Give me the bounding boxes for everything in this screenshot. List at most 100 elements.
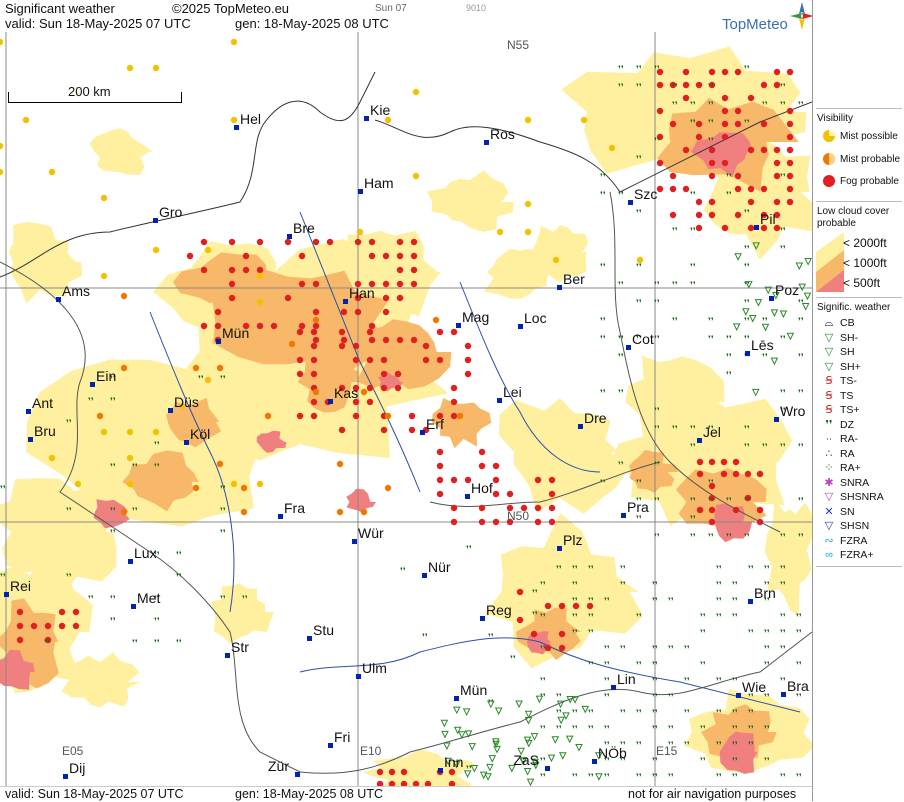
drizzle-icon: ❜❜ <box>764 645 770 655</box>
legend-wx-ts-: Ꞩ TS- <box>818 374 902 390</box>
visibility-dot-icon <box>368 322 376 330</box>
drizzle-icon: ❜❜ <box>154 617 160 627</box>
city-name: Ant <box>32 395 54 411</box>
visibility-dot-icon <box>760 185 768 193</box>
cloud-patch <box>426 170 514 232</box>
drizzle-icon: ❜❜ <box>690 191 696 201</box>
cloud-patch <box>0 649 35 690</box>
shower-icon <box>565 735 574 744</box>
grid-label-n50: N50 <box>507 509 530 523</box>
small-day: Sun 07 <box>375 3 407 14</box>
drizzle-icon: ❜❜ <box>684 741 690 751</box>
shower-icon <box>786 332 795 341</box>
drizzle-icon: ❜❜ <box>654 425 660 435</box>
city-marker-icon <box>358 189 363 194</box>
legend-mist-probable: Mist probable <box>818 152 902 168</box>
visibility-dot-icon <box>721 94 729 102</box>
compass-icon <box>790 2 814 30</box>
visibility-dot-icon <box>366 356 374 364</box>
visibility-dot-icon <box>424 780 432 786</box>
drizzle-icon: ❜❜ <box>726 335 732 345</box>
city-name: Erf <box>426 416 444 432</box>
drizzle-icon: ❜❜ <box>764 581 770 591</box>
city-name: Pra <box>627 499 649 515</box>
drizzle-icon: ❜❜ <box>400 567 406 577</box>
drizzle-icon: ❜❜ <box>652 773 658 783</box>
visibility-dot-icon <box>708 518 716 526</box>
visibility-dot-icon <box>240 484 248 492</box>
visibility-dot-icon <box>192 364 200 372</box>
drizzle-icon: ❜❜ <box>604 645 610 655</box>
drizzle-icon: ❜❜ <box>540 645 546 655</box>
visibility-dot-icon <box>682 146 690 154</box>
visibility-dot-icon <box>382 294 390 302</box>
visibility-dot-icon <box>192 484 200 492</box>
drizzle-icon: ❜❜ <box>780 443 786 453</box>
drizzle-icon: ❜❜ <box>652 645 658 655</box>
shower-icon <box>779 310 788 319</box>
drizzle-icon: ❜❜ <box>744 425 750 435</box>
cloud-1000: < 1000ft <box>843 256 887 270</box>
visibility-dot-icon <box>478 504 486 512</box>
drizzle-icon: ❜❜ <box>618 353 624 363</box>
city-marker-icon <box>454 696 459 701</box>
visibility-dot-icon <box>695 81 703 89</box>
visibility-dot-icon <box>396 252 404 260</box>
drizzle-icon: ❜❜ <box>764 757 770 767</box>
drizzle-icon: ❜❜ <box>636 773 642 783</box>
cloud-patch <box>256 430 287 453</box>
visibility-dot-icon <box>432 316 440 324</box>
visibility-dot-icon <box>270 322 278 330</box>
drizzle-icon: ❜❜ <box>110 375 116 385</box>
weather-map[interactable]: ❜❜ ❜❜ ❜❜ ❜❜ ❜❜ ❜❜ ❜❜ ❜❜ ❜❜ ❜❜ ❜❜ ❜❜ ❜❜ ❜❜ ❜❜ ❜❜ ❜❜ ❜❜ ❜❜ ❜❜… <box>0 32 812 786</box>
shower-icon <box>595 752 603 760</box>
drizzle-icon: ❜❜ <box>620 645 626 655</box>
visibility-dot-icon <box>544 602 552 610</box>
shower-icon <box>770 357 779 366</box>
visibility-dot-icon <box>152 428 160 436</box>
drizzle-icon: ❜❜ <box>726 371 732 381</box>
visibility-dot-icon <box>368 336 376 344</box>
visibility-dot-icon <box>396 294 404 302</box>
drizzle-icon: ❜❜ <box>572 629 578 639</box>
cloud-cover-swatch-icon <box>816 232 844 292</box>
drizzle-icon: ❜❜ <box>556 693 562 703</box>
drizzle-icon: ❜❜ <box>668 725 674 735</box>
cloud-500: < 500ft <box>843 276 881 290</box>
drizzle-icon: ❜❜ <box>572 565 578 575</box>
city-name: Lei <box>503 384 522 400</box>
shower-icon <box>559 752 567 760</box>
wx-label: SHSNRA <box>840 491 884 503</box>
visibility-dot-icon <box>436 462 444 470</box>
visibility-dot-icon <box>682 81 690 89</box>
city-name: Bra <box>787 678 809 694</box>
drizzle-icon: ❜❜ <box>764 661 770 671</box>
mist-probable-icon <box>823 153 835 165</box>
city-marker-icon <box>484 140 489 145</box>
shower-icon <box>484 773 492 781</box>
city-marker-icon <box>28 437 33 442</box>
visibility-dot-icon <box>558 630 566 638</box>
visibility-dot-icon <box>721 224 729 232</box>
visibility-dot-icon <box>380 384 388 392</box>
drizzle-icon: ❜❜ <box>732 757 738 767</box>
visibility-dot-icon <box>296 356 304 364</box>
drizzle-icon: ❜❜ <box>66 507 72 517</box>
visibility-dot-icon <box>695 120 703 128</box>
drizzle-icon: ❜❜ <box>780 101 786 111</box>
visibility-dot-icon <box>656 159 664 167</box>
visibility-dot-icon <box>412 172 420 180</box>
shower-icon <box>530 733 539 741</box>
shower-icon <box>566 696 574 704</box>
city-name: Wie <box>742 679 767 695</box>
visibility-dot-icon <box>298 322 306 330</box>
drizzle-icon: ❜❜ <box>66 419 72 429</box>
visibility-dot-icon <box>410 280 418 288</box>
drizzle-icon: ❜❜ <box>604 725 610 735</box>
wx-label: CB <box>840 317 855 329</box>
drizzle-icon: ❜❜ <box>44 639 50 649</box>
visibility-dot-icon <box>352 342 360 350</box>
drizzle-icon: ❜❜ <box>588 565 594 575</box>
drizzle-icon: ❜❜ <box>540 677 546 687</box>
city-marker-icon <box>578 424 583 429</box>
